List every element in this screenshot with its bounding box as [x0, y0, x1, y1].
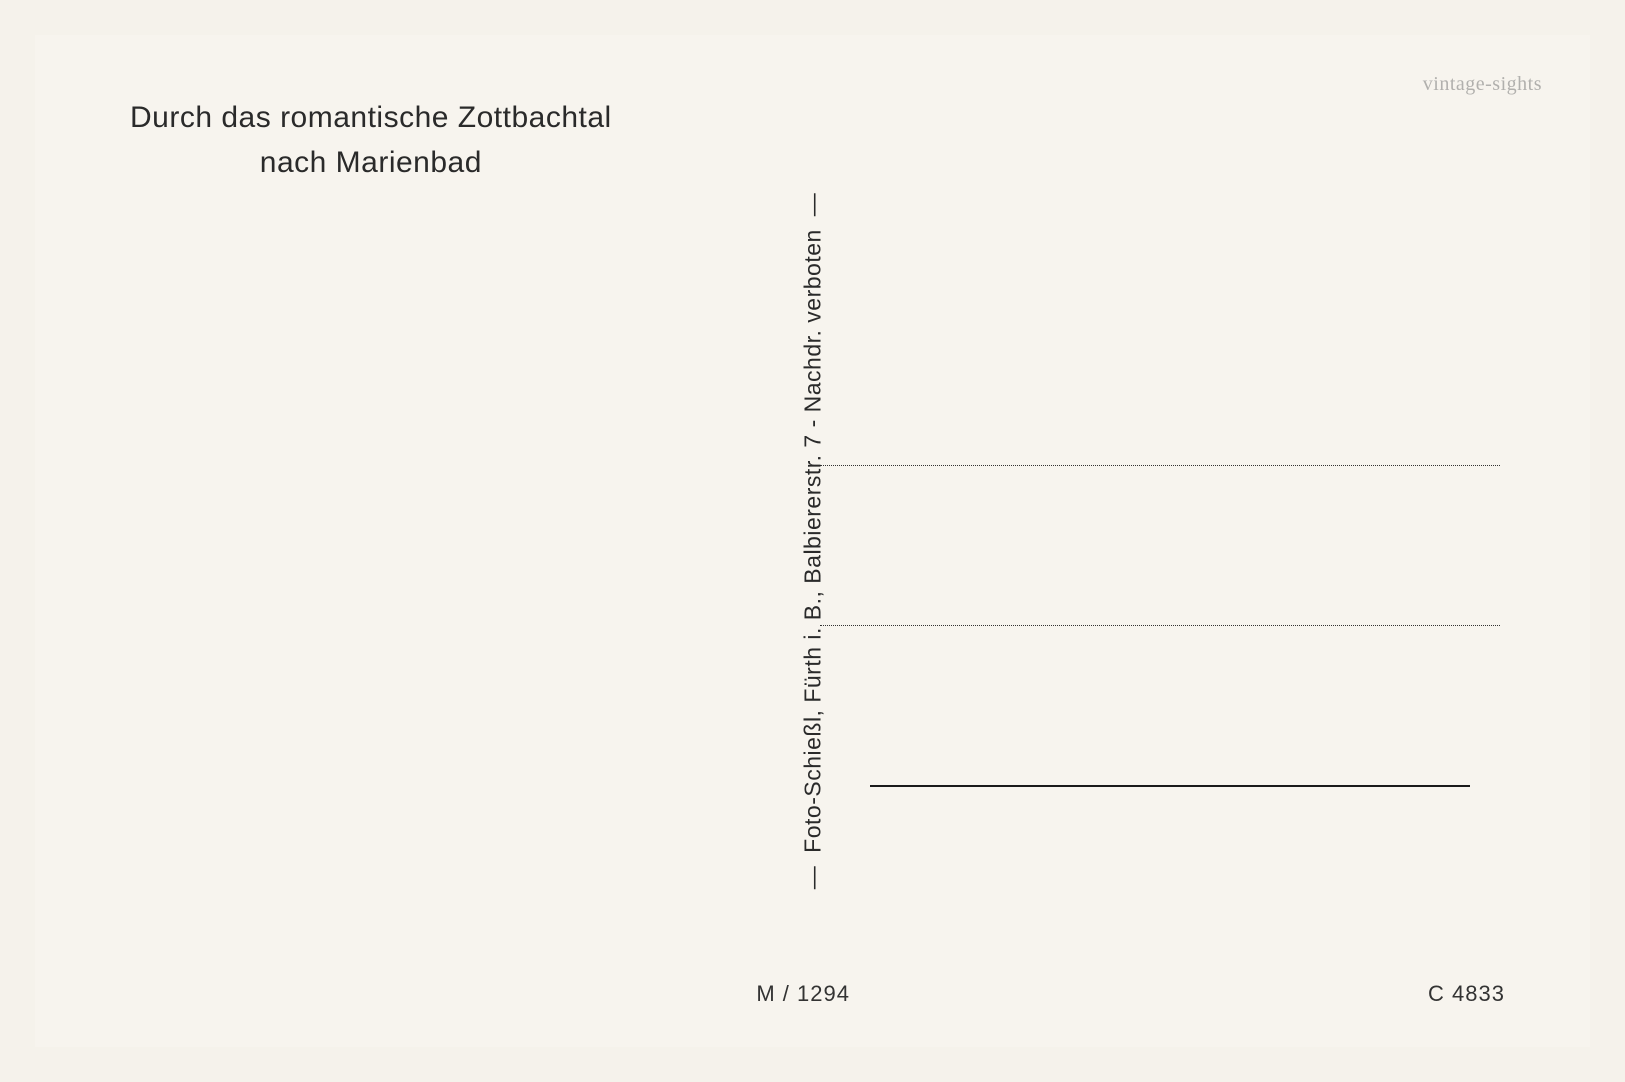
caption-line-2: nach Marienbad [130, 140, 612, 185]
address-line-2 [820, 625, 1500, 626]
address-line-3-solid [870, 785, 1470, 787]
divider-dash-left: — [799, 860, 825, 896]
caption-line-1: Durch das romantische Zottbachtal [130, 95, 612, 140]
divider-dash-right: — [799, 187, 825, 223]
postcard-back: Durch das romantische Zottbachtal nach M… [0, 0, 1625, 1082]
watermark-text: vintage-sights [1423, 73, 1542, 96]
code-right: C 4833 [1428, 981, 1505, 1007]
caption-block: Durch das romantische Zottbachtal nach M… [130, 95, 612, 185]
address-line-1 [820, 465, 1500, 466]
postcard-inner: Durch das romantische Zottbachtal nach M… [35, 35, 1590, 1047]
publisher-text: Foto-Schießl, Fürth i. B., Balbiererstr.… [799, 229, 825, 853]
center-divider-publisher: — Foto-Schießl, Fürth i. B., Balbiererst… [799, 187, 826, 895]
code-left: M / 1294 [756, 981, 850, 1007]
